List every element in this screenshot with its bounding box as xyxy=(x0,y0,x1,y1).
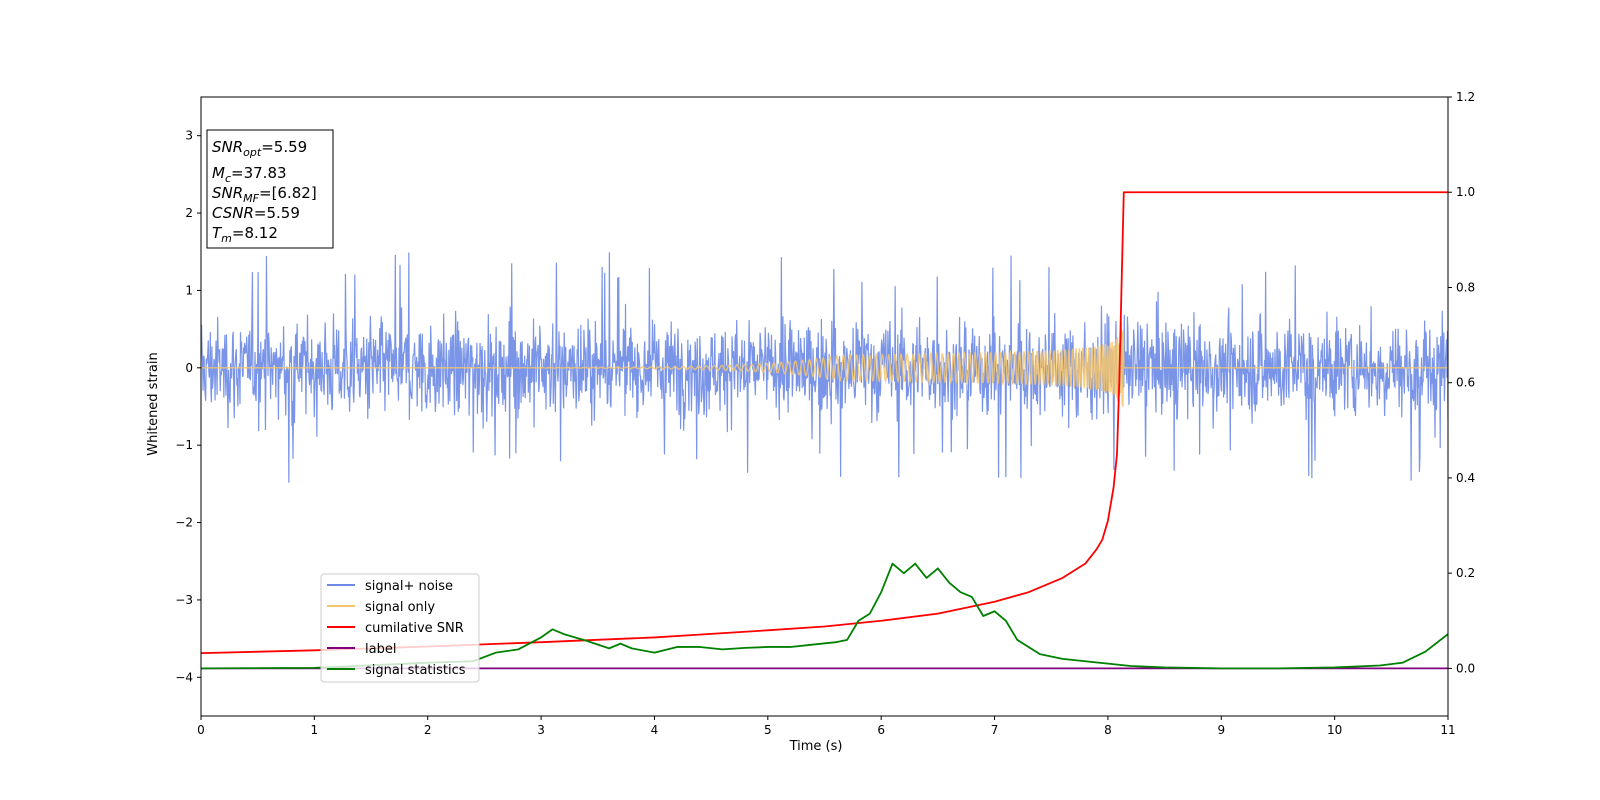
x-tick-label: 5 xyxy=(764,723,772,737)
x-tick-label: 0 xyxy=(197,723,205,737)
y-axis-label: Whitened strain xyxy=(146,352,161,455)
y-tick-label: −2 xyxy=(175,516,193,530)
legend-frame xyxy=(320,573,480,683)
legend-entry-signal-statistics: signal statistics xyxy=(327,663,466,678)
chirp-mass-text: Mc=37.83 xyxy=(212,164,287,185)
annotation-box: SNRopt=5.59 Mc=37.83 SNRMF=[6.82] CSNR=5… xyxy=(206,129,334,249)
x-tick-label: 2 xyxy=(424,723,432,737)
x-tick-label: 1 xyxy=(311,723,319,737)
legend-label: cumilative SNR xyxy=(365,621,464,636)
series-signal-statistics-line xyxy=(201,562,1448,670)
x-tick-label: 8 xyxy=(1104,723,1112,737)
x-tick-label: 7 xyxy=(991,723,999,737)
y2-tick-label: 0.0 xyxy=(1456,661,1475,675)
legend-label: label xyxy=(365,642,396,657)
legend-label: signal only xyxy=(365,600,435,615)
x-tick-label: 9 xyxy=(1217,723,1225,737)
snr-opt-text: SNRopt=5.59 xyxy=(212,138,307,159)
x-tick-label: 4 xyxy=(651,723,659,737)
y-tick-label: 0 xyxy=(185,361,193,375)
x-tick-label: 3 xyxy=(537,723,545,737)
legend-entry-cumulative-snr: cumilative SNR xyxy=(327,621,464,636)
series-signal-only-line xyxy=(201,330,1448,407)
legend-label: signal+ noise xyxy=(365,579,453,594)
series-cumulative-snr-line xyxy=(201,191,1448,655)
legend-entry-signal-only: signal only xyxy=(327,600,435,615)
x-tick-label: 10 xyxy=(1327,723,1342,737)
y-tick-label: −1 xyxy=(175,438,193,452)
axes: 0 1 2 3 4 5 6 7 8 9 10 11 −4 −3 −2 −1 0 1 2 3 0.0 0.2 0.4 0.6 0.… xyxy=(175,90,1475,737)
y2-tick-label: 1.0 xyxy=(1456,185,1475,199)
y2-tick-label: 0.4 xyxy=(1456,471,1475,485)
legend-label: signal statistics xyxy=(365,663,466,678)
y-tick-label: −4 xyxy=(175,670,193,684)
y-tick-label: 3 xyxy=(185,129,193,143)
y2-tick-label: 0.2 xyxy=(1456,566,1475,580)
y2-tick-label: 0.6 xyxy=(1456,376,1475,390)
y-tick-label: −3 xyxy=(175,593,193,607)
x-tick-label: 6 xyxy=(877,723,885,737)
legend: signal+ noise signal only cumilative SNR… xyxy=(320,573,480,683)
snr-mf-text: SNRMF=[6.82] xyxy=(212,184,317,205)
legend-entry-signal-noise: signal+ noise xyxy=(327,579,453,594)
series-signal-noise-line xyxy=(201,252,1448,483)
y2-tick-label: 0.8 xyxy=(1456,280,1475,294)
legend-entry-label: label xyxy=(327,642,396,657)
y-tick-label: 1 xyxy=(185,283,193,297)
x-axis-label: Time (s) xyxy=(789,739,843,754)
axes-frame xyxy=(200,96,1449,717)
csnr-text: CSNR=5.59 xyxy=(212,204,300,222)
y-tick-label: 2 xyxy=(185,206,193,220)
merger-time-text: Tm=8.12 xyxy=(212,224,278,245)
y2-tick-label: 1.2 xyxy=(1456,90,1475,104)
x-tick-label: 11 xyxy=(1440,723,1455,737)
